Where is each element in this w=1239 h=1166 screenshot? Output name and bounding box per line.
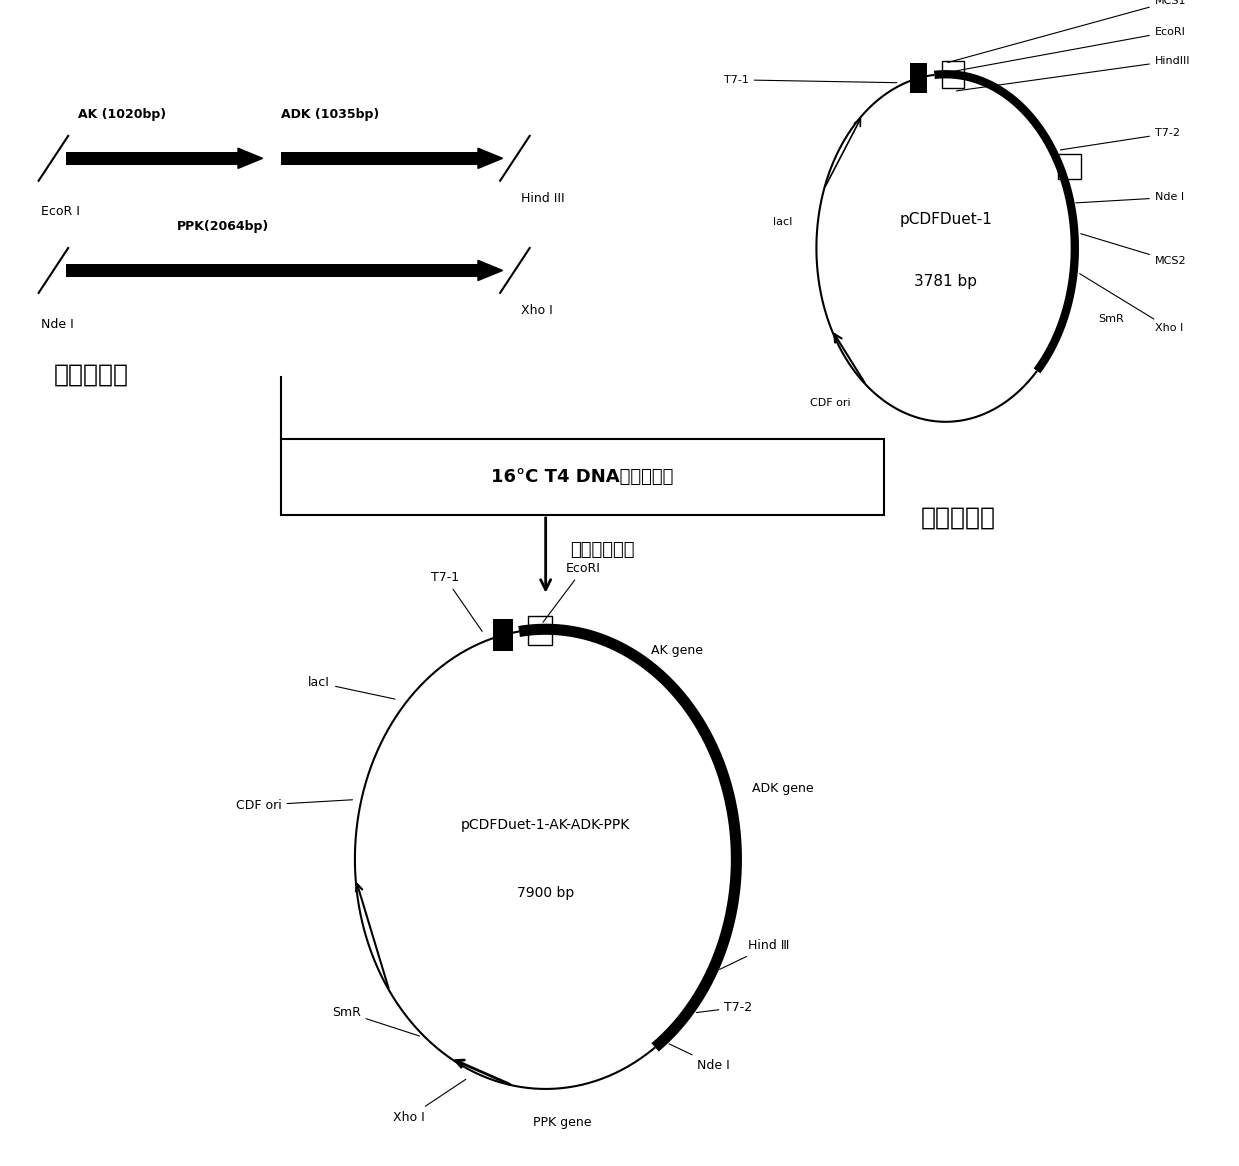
Text: pCDFDuet-1-AK-ADK-PPK: pCDFDuet-1-AK-ADK-PPK xyxy=(461,819,631,833)
Text: PPK gene: PPK gene xyxy=(533,1116,591,1129)
Text: 双酶切消化: 双酶切消化 xyxy=(921,506,995,529)
Text: MCS1: MCS1 xyxy=(948,0,1186,63)
Text: Nde I: Nde I xyxy=(1075,192,1184,203)
Text: AK (1020bp): AK (1020bp) xyxy=(78,108,166,121)
Text: pCDFDuet-1: pCDFDuet-1 xyxy=(900,212,992,227)
Text: SmR: SmR xyxy=(332,1006,420,1037)
Text: EcoRI: EcoRI xyxy=(952,27,1186,72)
Text: PPK(2064bp): PPK(2064bp) xyxy=(176,220,269,233)
Text: lacI: lacI xyxy=(309,676,395,700)
Bar xyxy=(528,616,553,645)
Text: 7900 bp: 7900 bp xyxy=(517,886,575,900)
Bar xyxy=(281,152,478,164)
Text: Xho I: Xho I xyxy=(1079,274,1183,333)
Polygon shape xyxy=(478,260,503,281)
Text: Nde I: Nde I xyxy=(41,317,74,330)
Text: T7-2: T7-2 xyxy=(1061,128,1180,150)
Text: Hind Ⅲ: Hind Ⅲ xyxy=(720,940,789,969)
Polygon shape xyxy=(238,148,263,168)
Bar xyxy=(66,152,238,164)
Text: HindIII: HindIII xyxy=(957,56,1191,91)
Text: ADK (1035bp): ADK (1035bp) xyxy=(281,108,379,121)
Polygon shape xyxy=(478,148,503,168)
Text: AK gene: AK gene xyxy=(650,645,703,658)
Text: CDF ori: CDF ori xyxy=(235,799,352,812)
Text: Xho I: Xho I xyxy=(522,304,553,317)
Text: T7-1: T7-1 xyxy=(724,75,897,85)
Text: 双酶切消化: 双酶切消化 xyxy=(53,363,129,386)
Text: EcoR I: EcoR I xyxy=(41,205,81,218)
Text: T7-1: T7-1 xyxy=(431,571,482,632)
Text: Xho I: Xho I xyxy=(393,1080,466,1124)
Text: 阳性克隆筛选: 阳性克隆筛选 xyxy=(570,541,634,559)
Text: CDF ori: CDF ori xyxy=(809,398,850,408)
Text: Hind III: Hind III xyxy=(522,192,565,205)
Bar xyxy=(281,438,885,515)
Bar xyxy=(942,61,964,87)
Text: EcoRI: EcoRI xyxy=(543,562,601,623)
Bar xyxy=(493,619,513,651)
Text: SmR: SmR xyxy=(1098,314,1124,324)
Text: ADK gene: ADK gene xyxy=(752,781,813,794)
Text: T7-2: T7-2 xyxy=(696,1000,752,1013)
Text: lacI: lacI xyxy=(773,217,792,226)
Text: MCS2: MCS2 xyxy=(1080,233,1187,266)
Bar xyxy=(66,264,478,278)
Bar xyxy=(1058,154,1080,178)
Text: Nde I: Nde I xyxy=(669,1044,730,1072)
Text: 3781 bp: 3781 bp xyxy=(914,274,978,289)
Bar xyxy=(911,63,927,92)
Text: 16°C T4 DNA连接酶过夜: 16°C T4 DNA连接酶过夜 xyxy=(492,468,674,486)
